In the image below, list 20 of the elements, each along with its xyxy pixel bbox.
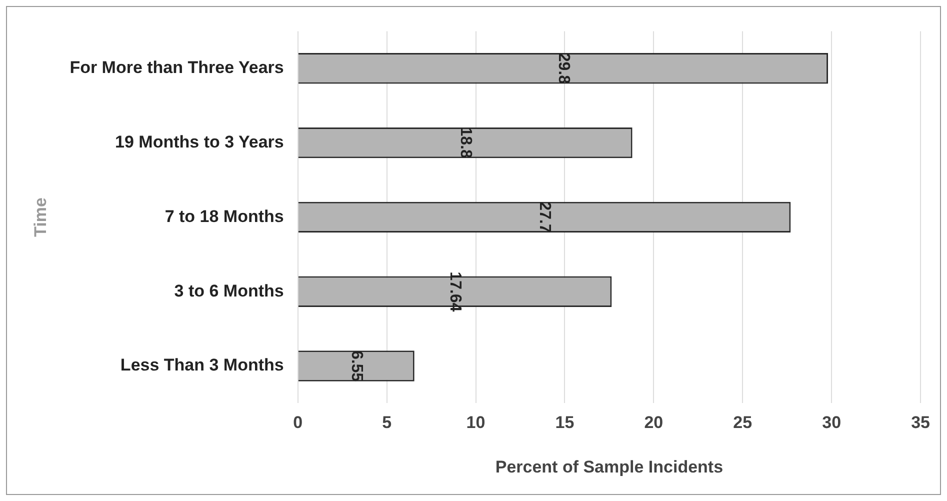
y-tick-label: Less Than 3 Months	[120, 356, 284, 375]
data-label: 17.64	[446, 272, 464, 312]
x-tick-label: 5	[382, 413, 392, 432]
y-tick-label: 3 to 6 Months	[174, 281, 284, 300]
x-tick-label: 35	[911, 413, 930, 432]
y-axis-title: Time	[30, 198, 50, 237]
x-tick-label: 30	[822, 413, 842, 432]
y-tick-label: For More than Three Years	[70, 58, 284, 78]
y-tick-label: 19 Months to 3 Years	[115, 132, 284, 152]
x-axis-title: Percent of Sample Incidents	[495, 457, 724, 476]
data-label: 29.8	[554, 52, 572, 84]
x-tick-label: 20	[644, 413, 664, 432]
x-tick-label: 15	[555, 413, 574, 432]
data-label: 18.8	[456, 127, 474, 158]
data-label: 27.7	[536, 202, 554, 233]
data-label: 6.55	[348, 350, 365, 382]
y-tick-label: 7 to 18 Months	[164, 206, 284, 226]
x-tick-label: 25	[733, 413, 752, 432]
x-tick-label: 0	[293, 413, 303, 432]
x-tick-label: 10	[466, 413, 486, 432]
